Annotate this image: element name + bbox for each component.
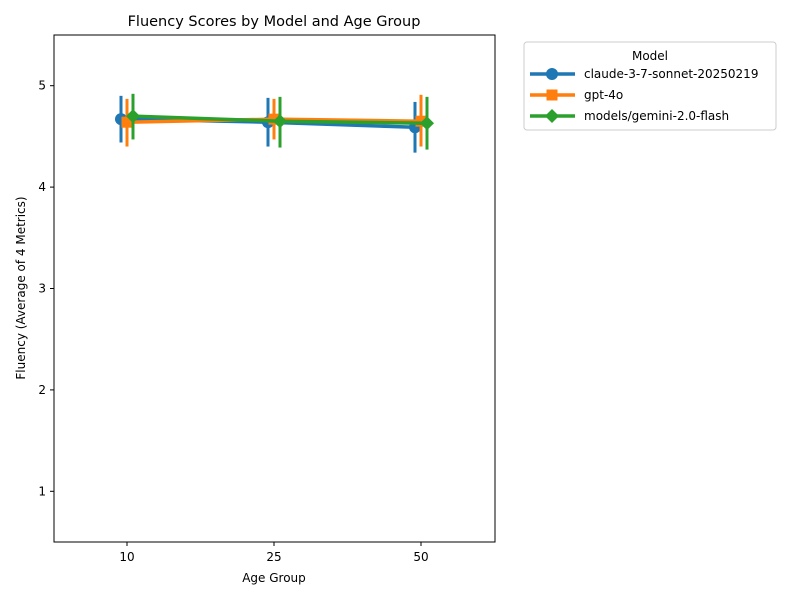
x-tick-label: 25 <box>266 550 281 564</box>
y-tick-label: 5 <box>38 79 46 93</box>
legend-marker <box>545 109 559 123</box>
y-axis-label: Fluency (Average of 4 Metrics) <box>14 196 28 379</box>
legend-frame <box>523 41 777 131</box>
y-axis: 1 2 3 4 5 <box>38 79 54 498</box>
legend-marker <box>546 68 558 80</box>
x-tick-label: 50 <box>413 550 428 564</box>
data-point <box>420 116 434 131</box>
series-1 <box>121 94 427 147</box>
data-point <box>121 116 133 128</box>
data-point <box>273 114 287 129</box>
x-axis: 10 25 50 <box>119 542 429 564</box>
series-2 <box>126 93 434 150</box>
legend-label: gpt-4o <box>584 88 623 102</box>
x-axis-label: Age Group <box>242 571 306 585</box>
legend-label: models/gemini-2.0-flash <box>584 109 729 123</box>
y-tick-label: 1 <box>38 484 46 498</box>
x-tick-label: 10 <box>119 550 134 564</box>
legend-label: claude-3-7-sonnet-20250219 <box>584 67 758 81</box>
chart-title: Fluency Scores by Model and Age Group <box>128 14 421 30</box>
legend: Model claude-3-7-sonnet-20250219 gpt-4o mo… <box>523 41 777 131</box>
legend-marker <box>546 89 558 101</box>
legend-item: claude-3-7-sonnet-20250219 <box>530 67 758 81</box>
plot-area <box>115 93 434 153</box>
legend-title: Model <box>632 49 668 63</box>
data-point <box>268 113 280 125</box>
y-tick-label: 4 <box>38 180 46 194</box>
legend-item: models/gemini-2.0-flash <box>530 109 729 123</box>
data-point <box>126 109 140 124</box>
legend-item: gpt-4o <box>530 88 623 102</box>
y-tick-label: 2 <box>38 383 46 397</box>
data-point <box>415 115 427 127</box>
y-tick-label: 3 <box>38 282 46 296</box>
